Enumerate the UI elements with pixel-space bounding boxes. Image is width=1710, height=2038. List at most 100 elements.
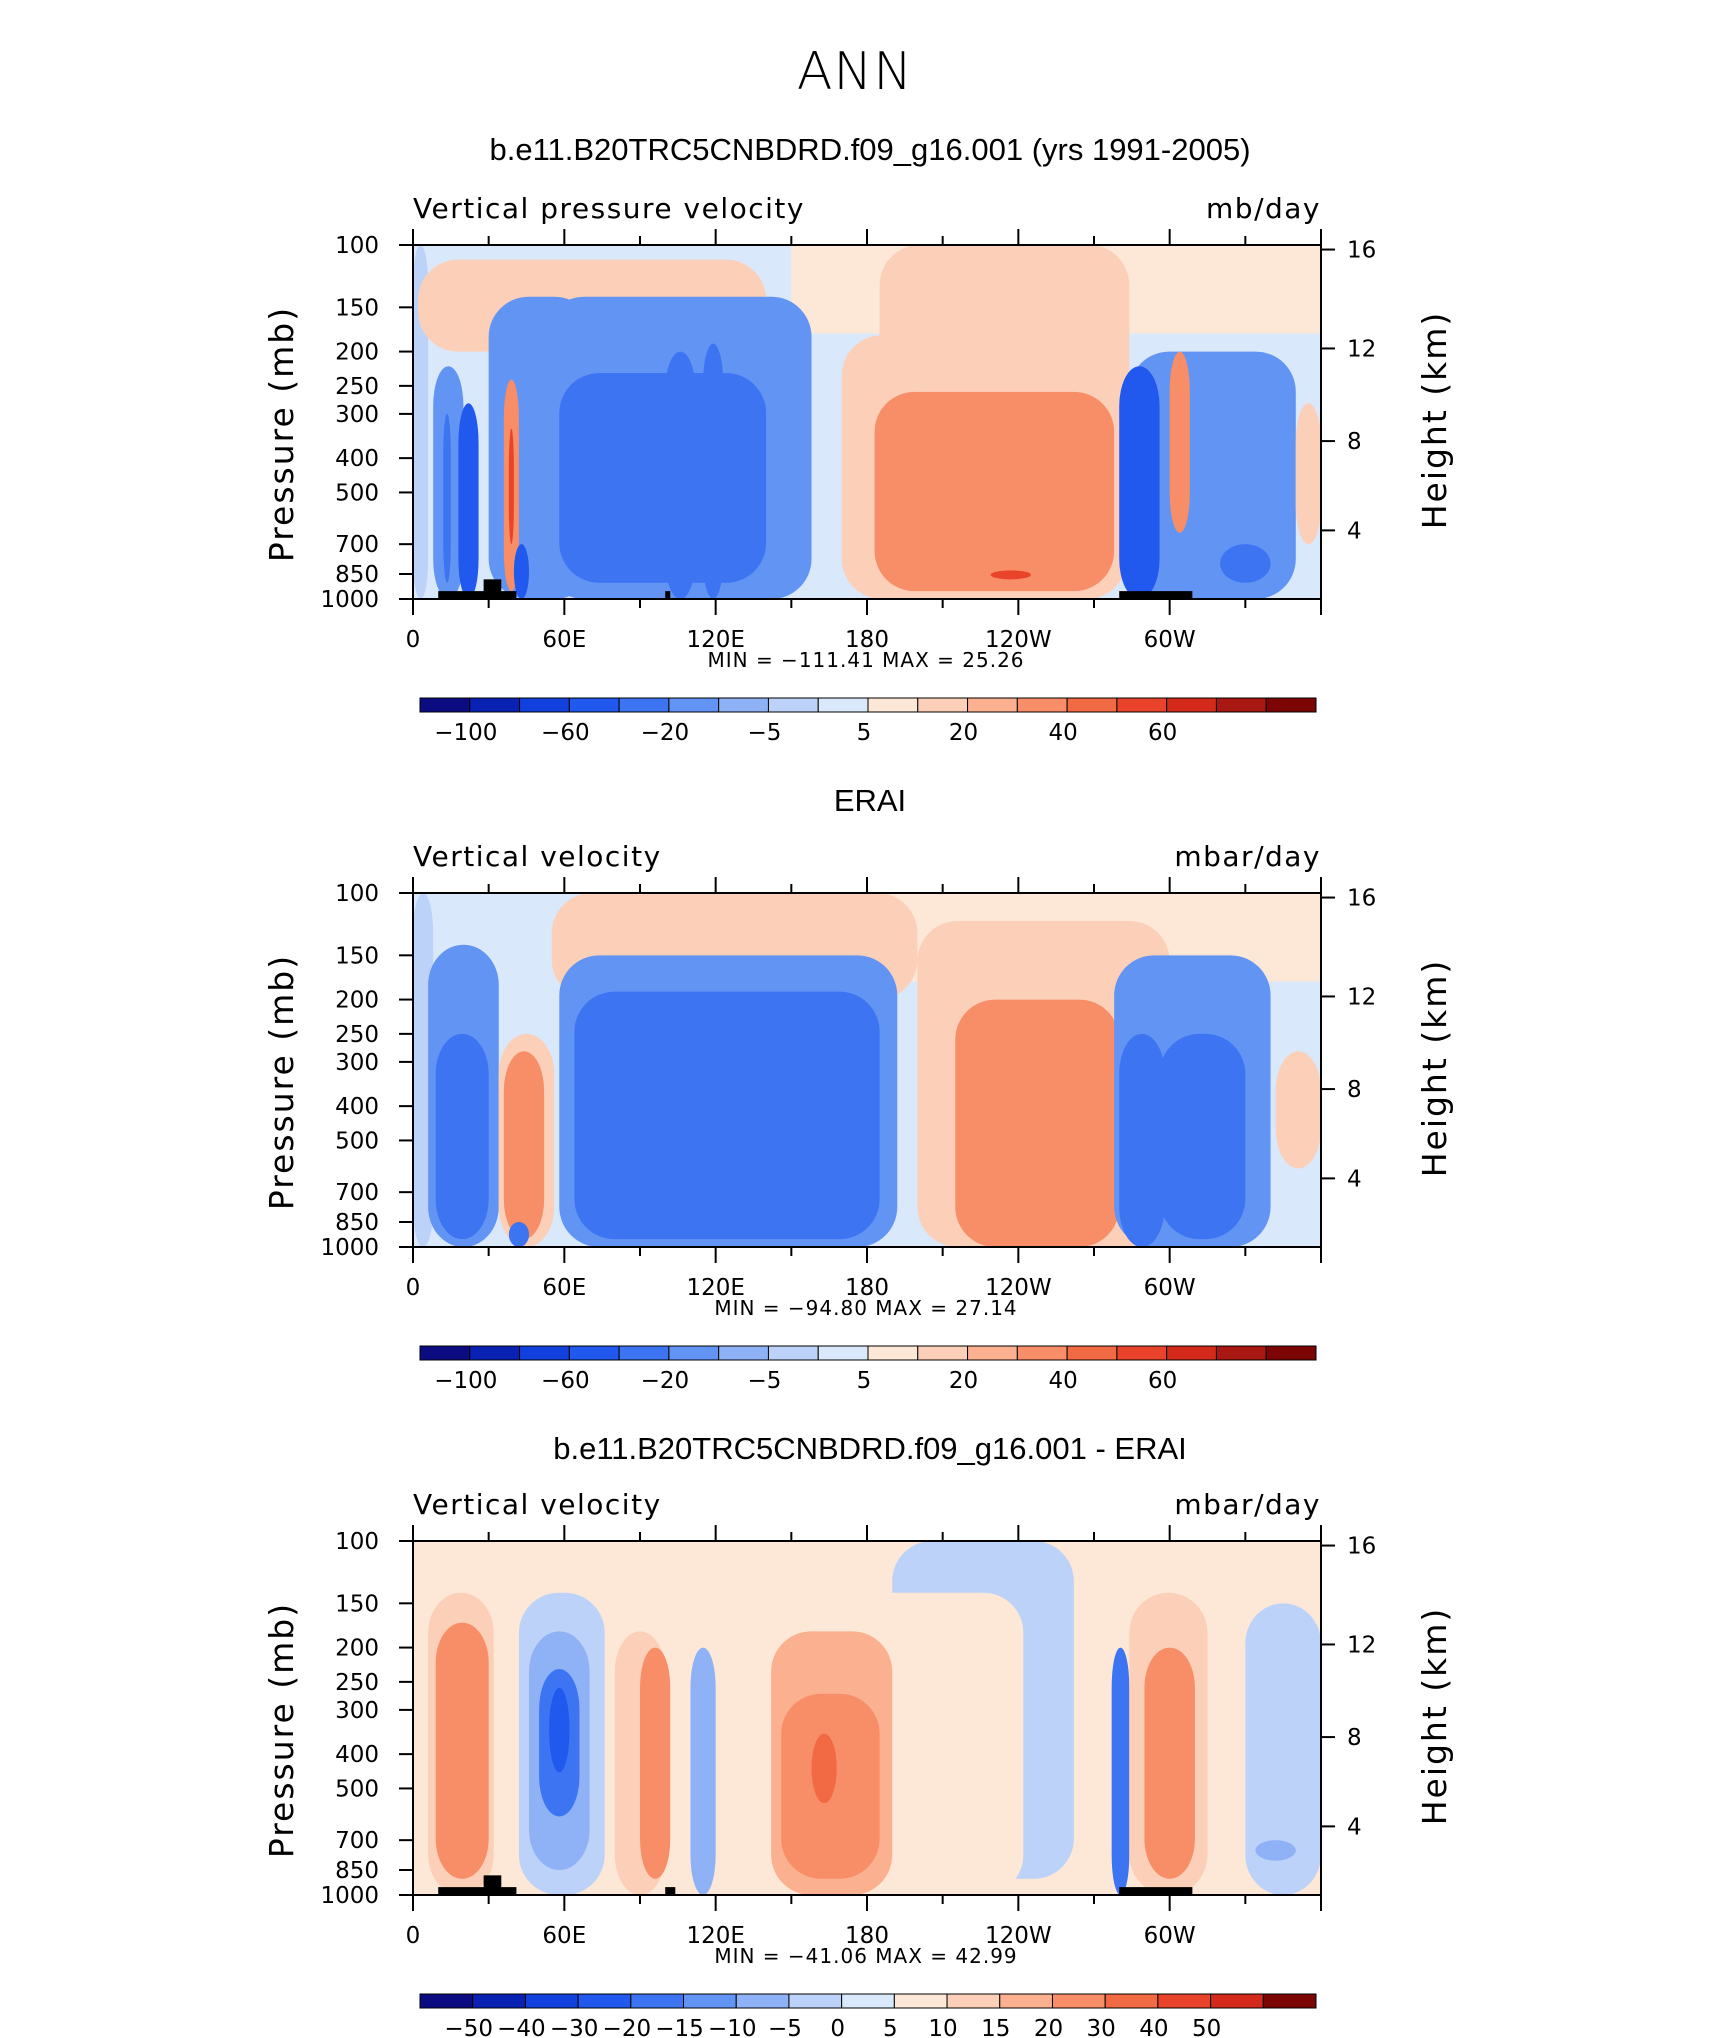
colorbar-label: 60 <box>1148 720 1177 746</box>
y-tick-label: 850 <box>335 1858 379 1884</box>
colorbar-label: −20 <box>641 1368 690 1394</box>
y-tick-label: 400 <box>335 1094 379 1120</box>
contour-region <box>508 428 514 545</box>
contour-region <box>811 1733 837 1804</box>
x-tick-label: 60W <box>1144 627 1196 653</box>
contour-region <box>1295 403 1321 545</box>
y-tick-label: 250 <box>335 374 379 400</box>
colorbar-label: 60 <box>1148 1368 1177 1394</box>
y-tick-label: 150 <box>335 1591 379 1617</box>
y-axis-label: Pressure (mb) <box>262 954 301 1210</box>
contour-region <box>513 544 530 599</box>
y-right-axis-label: Height (km) <box>1415 311 1454 530</box>
topography-mask <box>438 591 517 599</box>
colorbar-label: −5 <box>747 720 781 746</box>
contour-field <box>413 1541 1321 1895</box>
colorbar-label: −20 <box>641 720 690 746</box>
contour-region <box>1169 351 1190 533</box>
colorbar-box <box>946 1993 1001 2009</box>
topography-mask <box>483 1875 502 1895</box>
colorbar-label: −5 <box>747 1368 781 1394</box>
y-tick-label: 200 <box>335 340 379 366</box>
x-tick-label: 120W <box>985 627 1052 653</box>
x-tick-label: 60W <box>1144 1923 1196 1949</box>
colorbar-label: 10 <box>928 2016 957 2038</box>
page-title: ANN <box>796 42 914 102</box>
y-right-tick-label: 4 <box>1347 1814 1362 1840</box>
y-tick-label: 500 <box>335 1128 379 1154</box>
colorbar-label: 40 <box>1048 1368 1077 1394</box>
colorbar-box <box>683 1993 737 2009</box>
y-right-tick-label: 12 <box>1347 984 1376 1010</box>
panel-title-1: b.e11.B20TRC5CNBDRD.f09_g16.001 (yrs 199… <box>489 132 1251 167</box>
y-tick-label: 100 <box>335 233 379 259</box>
colorbar-box <box>419 1993 474 2009</box>
y-right-tick-label: 8 <box>1347 1077 1362 1103</box>
colorbar-label: 30 <box>1087 2016 1116 2038</box>
y-tick-label: 300 <box>335 1698 379 1724</box>
topography-mask <box>665 591 671 599</box>
left-string: Vertical pressure velocity <box>413 192 805 225</box>
contour-region <box>1144 1647 1195 1879</box>
colorbar-label: 5 <box>883 2016 898 2038</box>
contour-region <box>443 413 451 583</box>
colorbar-label: −10 <box>708 2016 757 2038</box>
topography-mask <box>1119 591 1193 599</box>
y-tick-label: 150 <box>335 943 379 969</box>
colorbar-box <box>1157 1993 1212 2009</box>
colorbar-label: −20 <box>603 2016 652 2038</box>
x-tick-label: 120E <box>686 1275 744 1301</box>
contour-region <box>413 245 429 599</box>
contour-region <box>1220 544 1271 583</box>
y-tick-label: 700 <box>335 1180 379 1206</box>
colorbar-box <box>1262 1993 1317 2009</box>
y-right-tick-label: 12 <box>1347 336 1376 362</box>
x-tick-label: 0 <box>406 1275 421 1301</box>
contour-region <box>703 343 724 599</box>
colorbar-label: 0 <box>830 2016 845 2038</box>
topography-mask <box>438 1887 517 1895</box>
left-string: Vertical velocity <box>413 1488 662 1521</box>
contour-region <box>1119 366 1160 599</box>
colorbar-label: 40 <box>1139 2016 1168 2038</box>
colorbar-label: −60 <box>541 720 590 746</box>
colorbar-label: 20 <box>1034 2016 1063 2038</box>
colorbar-label: 50 <box>1192 2016 1221 2038</box>
x-tick-label: 60W <box>1144 1275 1196 1301</box>
y-tick-label: 850 <box>335 562 379 588</box>
x-tick-label: 180 <box>845 627 889 653</box>
colorbar-box <box>577 1993 632 2009</box>
colorbar-label: −100 <box>434 1368 497 1394</box>
contour-region <box>549 1687 570 1773</box>
colorbar-box <box>1104 1993 1159 2009</box>
contour-region <box>874 391 1115 592</box>
colorbar-label: 40 <box>1048 720 1077 746</box>
y-tick-label: 100 <box>335 1529 379 1555</box>
panel-title-3: b.e11.B20TRC5CNBDRD.f09_g16.001 - ERAI <box>553 1431 1187 1466</box>
colorbar-label: 15 <box>981 2016 1010 2038</box>
x-tick-label: 0 <box>406 627 421 653</box>
colorbar-label: −5 <box>768 2016 802 2038</box>
colorbar-label: 5 <box>857 720 872 746</box>
colorbar-label: 20 <box>949 720 978 746</box>
panel-title-2: ERAI <box>833 783 907 818</box>
y-right-axis-label: Height (km) <box>1415 1607 1454 1826</box>
units-label: mbar/day <box>1174 1488 1321 1521</box>
x-tick-label: 120E <box>686 627 744 653</box>
contour-region <box>665 351 696 599</box>
y-tick-label: 300 <box>335 402 379 428</box>
units-label: mb/day <box>1206 192 1321 225</box>
y-tick-label: 400 <box>335 1742 379 1768</box>
colorbar-label: 20 <box>949 1368 978 1394</box>
contour-region <box>508 1222 530 1247</box>
y-right-tick-label: 8 <box>1347 1725 1362 1751</box>
topography-mask <box>665 1887 676 1895</box>
colorbar-box <box>999 1993 1053 2009</box>
contour-region <box>690 1647 716 1895</box>
y-tick-label: 200 <box>335 988 379 1014</box>
y-tick-label: 500 <box>335 480 379 506</box>
min-max-stats: MIN = −111.41 MAX = 25.26 <box>707 648 1024 672</box>
contour-region <box>990 570 1031 580</box>
y-right-tick-label: 16 <box>1347 238 1376 264</box>
